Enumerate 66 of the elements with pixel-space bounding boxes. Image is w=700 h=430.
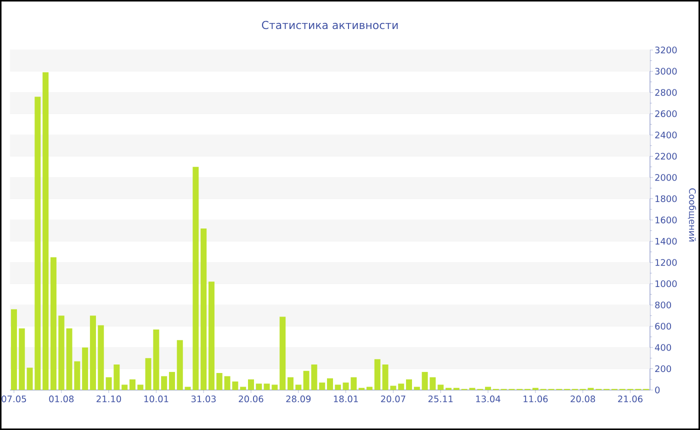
y-tick-label: 400 — [654, 344, 672, 351]
y-tick-label: 3200 — [655, 46, 677, 54]
bar — [240, 386, 246, 390]
y-tick-label: 1000 — [656, 280, 677, 288]
y-axis-title: Сообщений — [688, 188, 696, 242]
bar — [50, 257, 56, 390]
x-tick-label: 10.01 — [144, 396, 168, 402]
chart-title: Статистика активности — [262, 20, 398, 30]
bar — [295, 384, 302, 390]
x-tick-label: 20.07 — [381, 396, 406, 402]
y-tick-label: 2000 — [655, 174, 677, 181]
y-tick-label: 1600 — [656, 216, 677, 224]
y-tick-label: 3000 — [655, 68, 677, 75]
bar — [256, 384, 262, 390]
y-tick-label: 2600 — [655, 110, 677, 118]
bar — [208, 282, 214, 390]
bar — [58, 316, 64, 390]
bar — [327, 378, 334, 390]
y-tick-label: 1400 — [656, 238, 677, 245]
y-tick-label: 0 — [655, 386, 660, 394]
bar — [485, 386, 492, 390]
y-tick-label: 800 — [655, 302, 672, 308]
y-tick-label: 2400 — [655, 132, 677, 138]
bar — [319, 382, 326, 390]
bar — [42, 72, 49, 390]
bar — [374, 359, 380, 390]
bar — [161, 376, 168, 390]
bar — [98, 325, 104, 390]
x-tick-label: 25.11 — [428, 396, 453, 402]
bar — [176, 340, 183, 390]
bar — [82, 348, 88, 390]
x-tick-label: 07.05 — [2, 396, 26, 402]
bar — [200, 228, 207, 390]
y-tick-label: 1200 — [656, 259, 677, 266]
x-tick-label: 13.04 — [476, 396, 500, 402]
bar — [18, 328, 25, 390]
bar — [122, 384, 128, 390]
x-tick-label: 01.08 — [49, 396, 74, 402]
bar — [398, 384, 404, 390]
x-tick-label: 20.08 — [570, 396, 596, 402]
x-tick-label: 21.06 — [618, 396, 643, 402]
y-tick-label: 600 — [655, 322, 672, 330]
bar — [287, 377, 294, 390]
bar — [10, 309, 17, 390]
bar — [129, 379, 136, 390]
x-tick-label: 28.09 — [286, 396, 311, 402]
bar — [137, 384, 144, 390]
bar — [438, 384, 444, 390]
bar — [90, 316, 96, 390]
bar — [334, 384, 341, 390]
y-tick-label: 200 — [655, 365, 672, 372]
x-tick-label: 31.03 — [191, 396, 216, 402]
y-tick-label: 2200 — [655, 152, 677, 160]
bar — [168, 372, 175, 390]
y-tick-label: 2800 — [655, 89, 677, 96]
x-tick-label: 20.06 — [238, 396, 264, 402]
y-tick-label: 1800 — [656, 195, 677, 202]
x-tick-label: 18.01 — [334, 396, 358, 402]
bar — [406, 379, 412, 390]
bar — [280, 316, 286, 390]
bar — [216, 373, 222, 390]
x-tick-label: 21.10 — [96, 396, 122, 402]
x-tick-label: 11.06 — [524, 396, 548, 402]
bar — [366, 386, 373, 390]
bar — [414, 386, 420, 390]
bar — [248, 379, 254, 390]
